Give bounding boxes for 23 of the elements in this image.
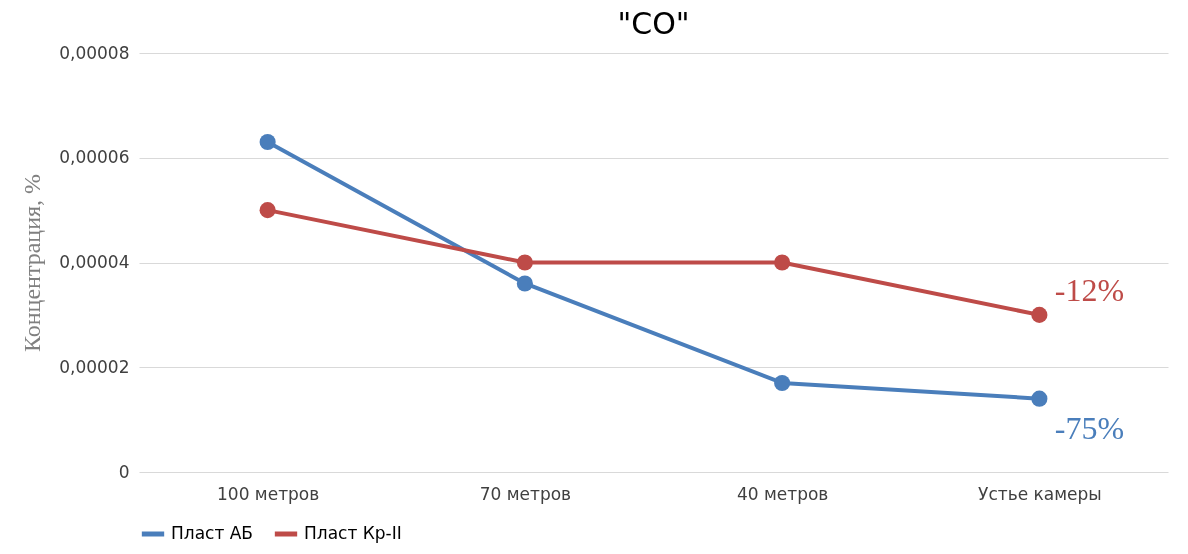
y-tick-label: 0,00006 xyxy=(59,147,130,168)
point xyxy=(1031,390,1048,407)
y-axis-title: Концентрация, % xyxy=(19,173,46,353)
point xyxy=(774,254,791,271)
x-tick-label: 70 метров xyxy=(479,483,572,504)
point xyxy=(516,254,533,271)
point xyxy=(1031,306,1048,323)
point xyxy=(774,374,791,392)
y-tick-label: 0,00002 xyxy=(59,356,130,377)
annotation: -75% xyxy=(1054,409,1125,446)
legend-label: Пласт АБ xyxy=(171,523,254,543)
x-tick-label: 100 метров xyxy=(217,483,320,504)
y-tick-label: 0,00008 xyxy=(59,42,130,63)
point xyxy=(516,275,533,292)
y-tick-label: 0 xyxy=(118,461,130,482)
x-tick-label: 40 метров xyxy=(736,483,829,504)
chart-title: "CO" xyxy=(617,6,690,41)
point xyxy=(259,133,276,151)
point xyxy=(259,202,276,219)
annotation: -12% xyxy=(1054,271,1125,308)
y-tick-label: 0,00004 xyxy=(59,252,130,272)
x-tick-label: Устье камеры xyxy=(978,483,1102,504)
legend-label: Пласт Кр-II xyxy=(304,523,402,543)
